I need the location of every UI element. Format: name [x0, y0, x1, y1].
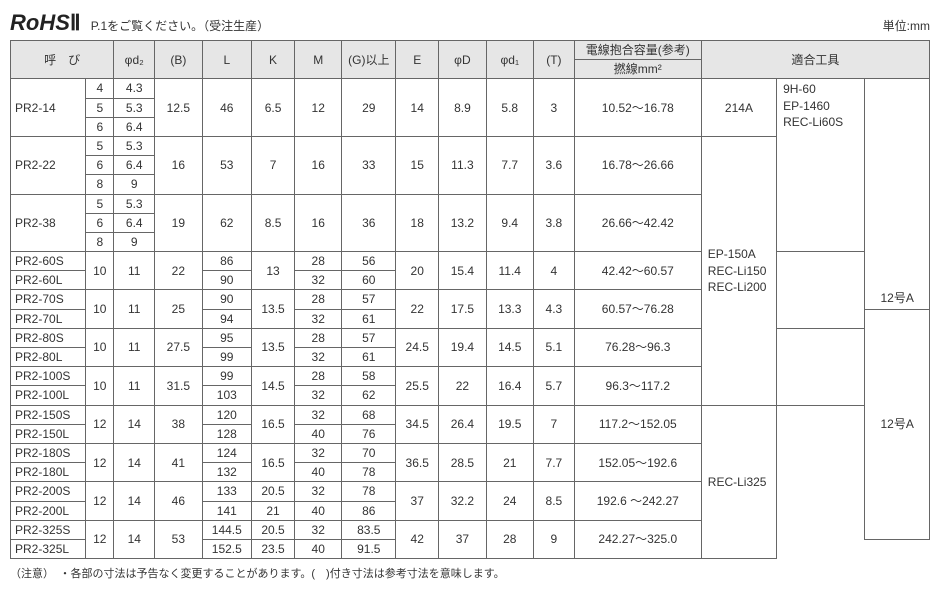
notice: （注意） ・各部の寸法は予告なく変更することがあります。( )付き寸法は参考寸法…: [10, 565, 930, 581]
col-cap-top: 電線抱合容量(参考): [574, 41, 701, 60]
name: PR2-200L: [11, 501, 86, 520]
col-D: φD: [439, 41, 486, 79]
col-g: (G)以上: [342, 41, 396, 79]
subtitle: P.1をご覧ください。（受注生産）: [91, 17, 269, 34]
col-e: E: [396, 41, 439, 79]
header: RoHSⅡ P.1をご覧ください。（受注生産） 単位:mm: [10, 10, 930, 36]
col-m: M: [295, 41, 342, 79]
spec-table: 呼 び φd₂ (B) L K M (G)以上 E φD φd₁ (T) 電線抱…: [10, 40, 930, 559]
name: PR2-100L: [11, 386, 86, 405]
col-t: (T): [533, 41, 574, 79]
name: PR2-80L: [11, 348, 86, 367]
tool-group-3: REC-Li325: [701, 405, 776, 559]
rohs-logo: RoHSⅡ: [10, 10, 81, 36]
col-d2: φd₂: [114, 41, 155, 79]
name: PR2-22: [11, 136, 86, 194]
name: PR2-60S: [11, 252, 86, 271]
col-l: L: [202, 41, 252, 79]
col-d1: φd₁: [486, 41, 533, 79]
name: PR2-180L: [11, 463, 86, 482]
name: PR2-14: [11, 79, 86, 137]
name: PR2-100S: [11, 367, 86, 386]
tool-214a: 214A: [701, 79, 776, 137]
col-b: (B): [155, 41, 202, 79]
name: PR2-60L: [11, 271, 86, 290]
name: PR2-80S: [11, 328, 86, 347]
col-cap-bottom: 撚線mm²: [574, 60, 701, 79]
name: PR2-38: [11, 194, 86, 252]
unit-label: 単位:mm: [883, 17, 930, 34]
tool-12a-bottom: 12号A: [865, 309, 930, 539]
name: PR2-325S: [11, 520, 86, 539]
name: PR2-70S: [11, 290, 86, 309]
tool-group-2: EP-150A REC-Li150 REC-Li200: [701, 136, 776, 405]
name: PR2-70L: [11, 309, 86, 328]
col-k: K: [252, 41, 295, 79]
tool-12a-top: 12号A: [865, 79, 930, 309]
name: PR2-200S: [11, 482, 86, 501]
name: PR2-180S: [11, 443, 86, 462]
header-left: RoHSⅡ P.1をご覧ください。（受注生産）: [10, 10, 269, 36]
col-tools: 適合工具: [701, 41, 929, 79]
name: PR2-150S: [11, 405, 86, 424]
tool-group-1: 9H-60 EP-1460 REC-Li60S: [777, 79, 865, 252]
name: PR2-150L: [11, 424, 86, 443]
col-name: 呼 び: [11, 41, 114, 79]
